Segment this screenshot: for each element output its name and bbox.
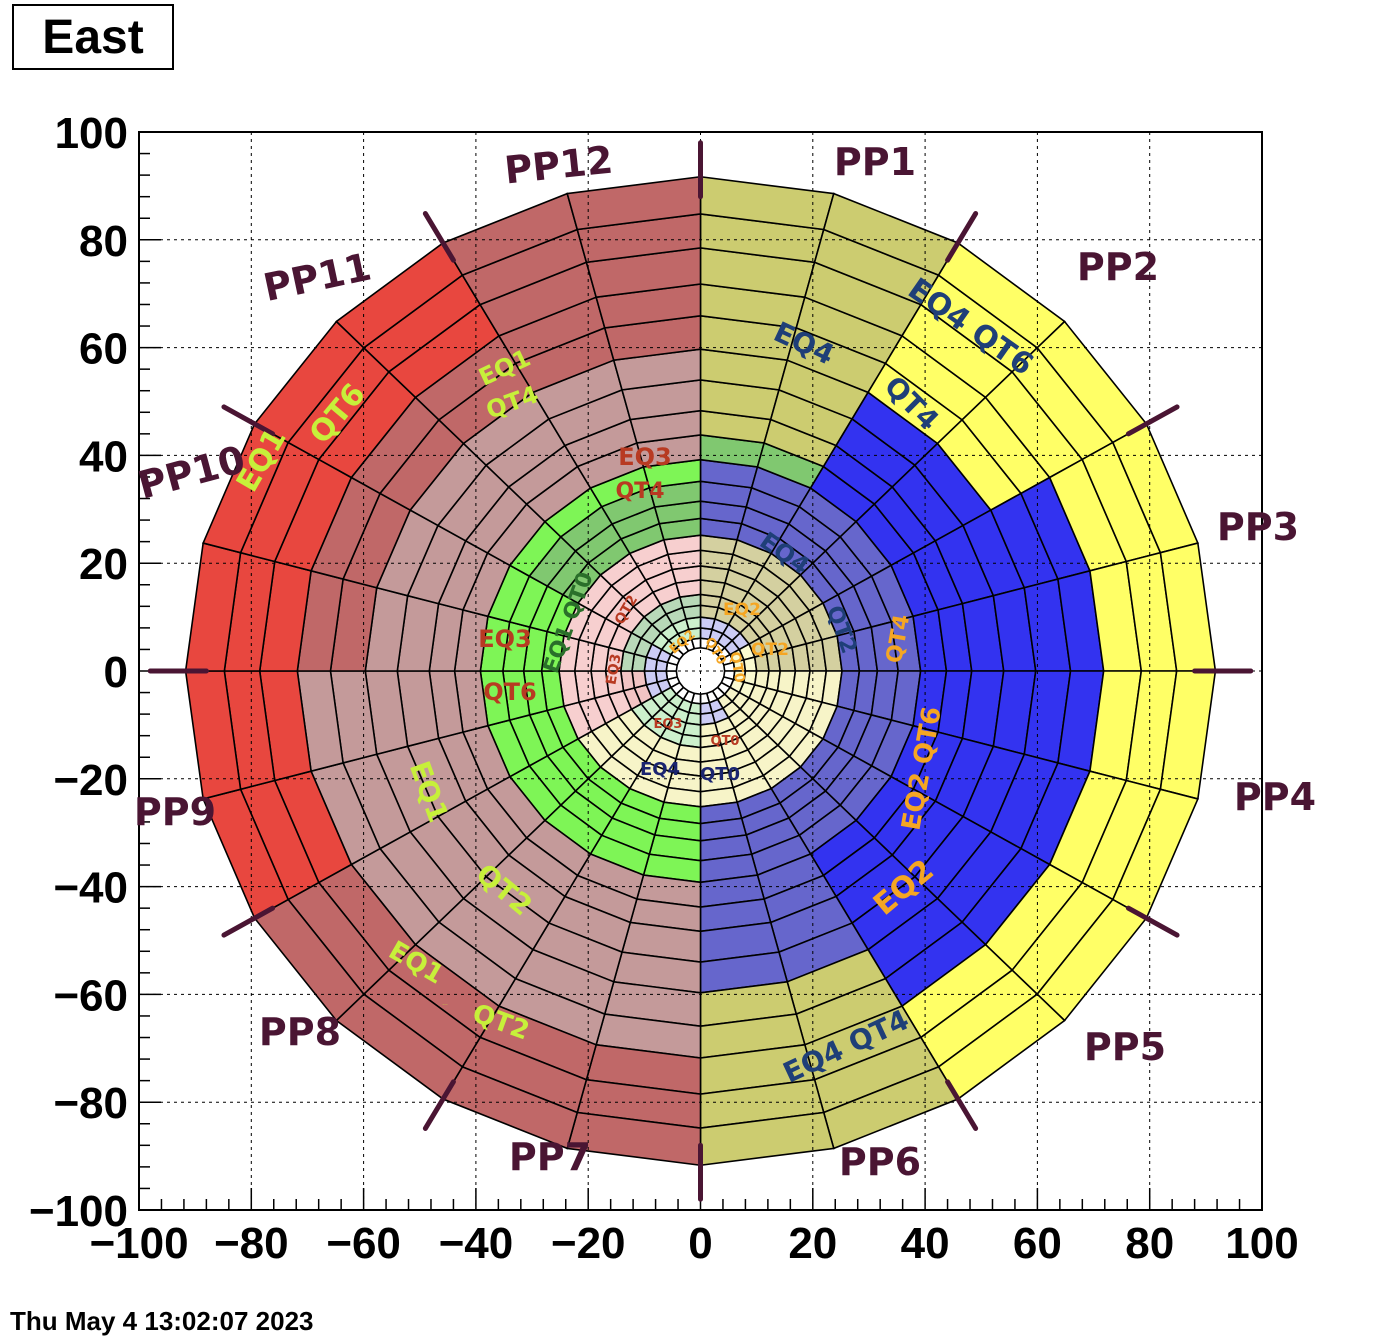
x-tick-label: 80 bbox=[1125, 1219, 1174, 1268]
pp-boundary-mark bbox=[422, 211, 456, 263]
pp-label: PP8 bbox=[259, 1010, 341, 1054]
y-tick-label: 60 bbox=[79, 325, 128, 374]
y-tick-label: 0 bbox=[104, 648, 128, 697]
y-axis-tick-labels: 100 80 60 40 20 0 −20 −40 −60 −80 −100 bbox=[29, 109, 128, 1236]
pp-boundary-mark bbox=[221, 905, 276, 938]
pp-boundary-marks bbox=[147, 140, 1254, 1202]
pp-boundary-mark bbox=[1125, 404, 1180, 437]
x-tick-label: 60 bbox=[1013, 1219, 1062, 1268]
axis-ticks bbox=[138, 131, 1263, 1211]
x-tick-label: −100 bbox=[89, 1219, 188, 1268]
y-tick-label: −20 bbox=[53, 756, 128, 805]
pp-label: PP4 bbox=[1234, 775, 1316, 819]
pp-boundary-mark bbox=[1125, 905, 1180, 938]
pp-boundary-mark bbox=[221, 404, 276, 437]
region-label: EQ 4 QT0 bbox=[687, 779, 692, 781]
pp-label: PP7 bbox=[509, 1135, 591, 1179]
y-tick-label: 80 bbox=[79, 217, 128, 266]
region-label: QT2 bbox=[751, 640, 789, 660]
timestamp: Thu May 4 13:02:07 2023 bbox=[10, 1306, 314, 1336]
region-label: EQ1 QT4 bbox=[443, 1004, 448, 1006]
region-label: QT6 bbox=[483, 678, 536, 706]
x-tick-label: −40 bbox=[439, 1219, 514, 1268]
region-label: QT0 bbox=[726, 651, 747, 685]
region-label: EQ3 bbox=[603, 653, 624, 687]
region-label: QT4 bbox=[615, 479, 664, 504]
region-label: QT0 bbox=[700, 764, 740, 785]
x-tick-label: −80 bbox=[214, 1219, 289, 1268]
region-label: EQ2 bbox=[723, 600, 761, 620]
pp-boundary-mark bbox=[422, 1079, 456, 1131]
x-axis-tick-labels: −100 −80 −60 −40 −20 0 20 40 60 80 100 bbox=[89, 1219, 1298, 1268]
pp-label: PP6 bbox=[839, 1140, 921, 1184]
y-tick-label: −100 bbox=[29, 1187, 128, 1236]
pp-label: PP3 bbox=[1217, 505, 1299, 549]
pp-label: PP12 bbox=[502, 138, 615, 193]
pp-label: PP11 bbox=[260, 244, 375, 310]
pp-label: PP1 bbox=[834, 140, 916, 184]
y-tick-label: −60 bbox=[53, 971, 128, 1020]
y-tick-label: −80 bbox=[53, 1079, 128, 1128]
region-label: EQ3 bbox=[654, 717, 683, 732]
y-tick-label: 40 bbox=[79, 432, 128, 481]
pp-label: PP5 bbox=[1084, 1025, 1166, 1069]
chart-title: East bbox=[12, 4, 174, 70]
pp-boundary-mark bbox=[945, 1079, 979, 1131]
detector-cells bbox=[184, 175, 1217, 1167]
region-label: EQ4 bbox=[640, 759, 680, 780]
region-label: QT0 bbox=[711, 734, 740, 749]
x-tick-label: −20 bbox=[551, 1219, 626, 1268]
grid-lines bbox=[139, 132, 1262, 1210]
region-label: EQ3 bbox=[478, 625, 532, 653]
pp-label: PP9 bbox=[134, 790, 216, 834]
x-tick-label: −60 bbox=[326, 1219, 401, 1268]
pp-boundary-mark bbox=[945, 211, 979, 263]
y-tick-label: 20 bbox=[79, 540, 128, 589]
x-tick-label: 0 bbox=[688, 1219, 712, 1268]
x-tick-label: 100 bbox=[1225, 1219, 1298, 1268]
y-tick-label: −40 bbox=[53, 864, 128, 913]
region-label: EQ3 bbox=[618, 443, 672, 471]
y-tick-label: 100 bbox=[55, 109, 128, 158]
pp-label: PP2 bbox=[1077, 245, 1159, 289]
x-tick-label: 20 bbox=[788, 1219, 837, 1268]
x-tick-label: 40 bbox=[901, 1219, 950, 1268]
